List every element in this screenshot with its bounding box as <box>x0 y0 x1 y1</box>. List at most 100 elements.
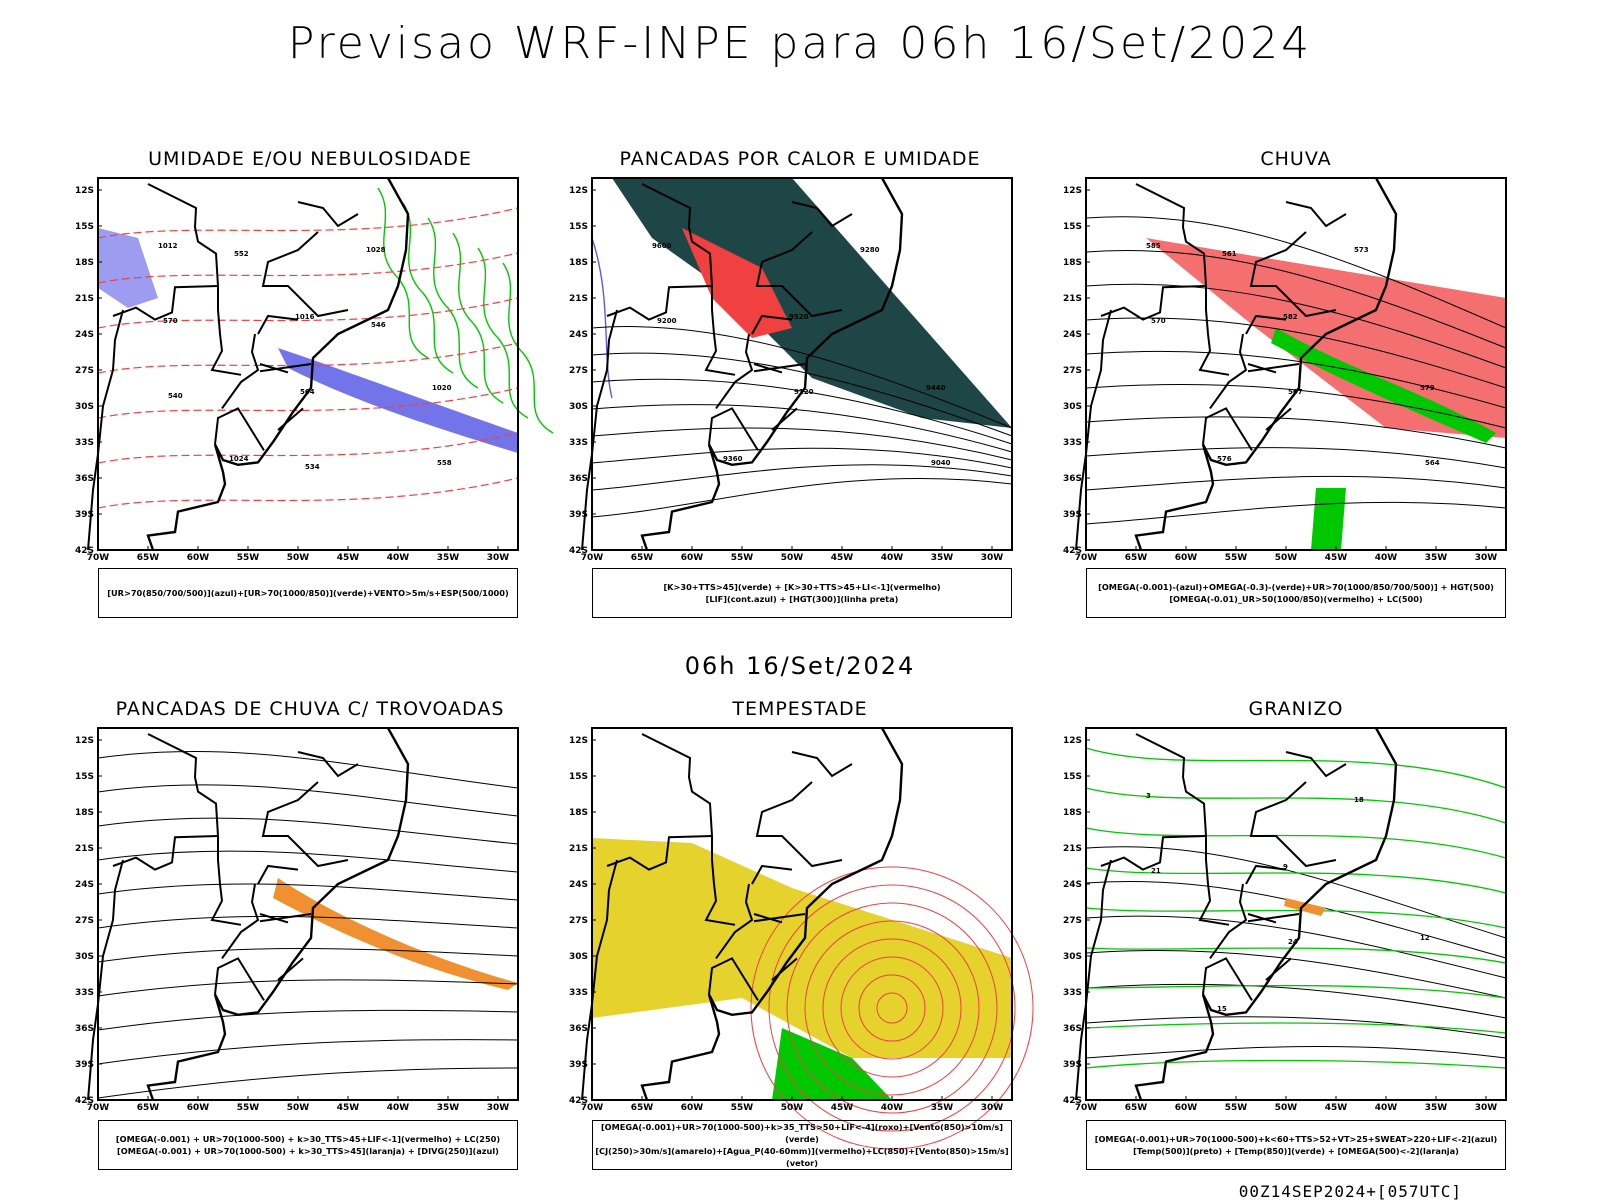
political-border <box>112 285 219 321</box>
lat-label: 27S <box>75 366 94 376</box>
lon-label: 35W <box>437 553 460 563</box>
contour-label: 3 <box>1146 792 1151 800</box>
lon-label: 45W <box>337 553 360 563</box>
contour-label: 24 <box>1288 938 1298 946</box>
streamline-250 <box>97 883 519 901</box>
lat-label: 30S <box>1063 402 1082 412</box>
contour-label: 585 <box>1146 242 1161 250</box>
wind850-area-green <box>772 1028 892 1100</box>
political-border <box>1075 309 1112 551</box>
lat-label: 42S <box>75 1096 94 1106</box>
lat-label: 33S <box>75 438 94 448</box>
legend-line: [CJ(250)>30m/s](amarelo)+[Agua_P(40-60mm… <box>595 1146 1009 1168</box>
humidity-contour-green <box>377 187 429 359</box>
lat-label: 24S <box>75 330 94 340</box>
streamline-250 <box>97 1039 519 1065</box>
lat-label: 36S <box>75 474 94 484</box>
political-border <box>259 913 289 924</box>
lat-label: 39S <box>569 510 588 520</box>
thickness-contour-red <box>97 252 519 284</box>
political-border <box>210 286 242 376</box>
streamline-850 <box>804 920 980 1096</box>
map-pancadas-calor: 12S 15S 18S 21S 24S 27S 30S 33S 36S 39S 42S 70W 65W 6… <box>569 177 1013 563</box>
contour-label: 9360 <box>723 455 743 463</box>
temp850-contour <box>1085 1059 1507 1069</box>
political-border <box>261 231 349 318</box>
hgt500-contour <box>1085 501 1507 525</box>
political-border <box>1285 751 1347 778</box>
lat-label: 18S <box>569 808 588 818</box>
coastline <box>1134 177 1398 551</box>
temp850-contour <box>1085 747 1507 789</box>
lat-label: 33S <box>75 988 94 998</box>
contour-label: 1016 <box>295 313 315 321</box>
lat-label: 12S <box>1063 186 1082 196</box>
streamline-250 <box>97 979 519 997</box>
political-border <box>1265 407 1292 431</box>
contour-label: 546 <box>371 321 386 329</box>
political-border <box>751 314 793 335</box>
political-border <box>708 407 759 451</box>
political-border <box>715 883 754 959</box>
lat-label: 24S <box>569 880 588 890</box>
hgt300-contour <box>591 464 1013 491</box>
streamline-850 <box>786 902 998 1114</box>
lat-label: 30S <box>75 952 94 962</box>
political-border <box>259 363 289 374</box>
lat-label: 21S <box>569 844 588 854</box>
map-frame <box>97 177 519 551</box>
political-border <box>1247 913 1277 924</box>
lon-label: 40W <box>387 1103 410 1113</box>
hgt500-contour <box>1085 216 1507 329</box>
political-border <box>1100 835 1207 871</box>
lat-label: 42S <box>569 1096 588 1106</box>
contour-label: 540 <box>168 392 183 400</box>
political-border <box>753 363 783 374</box>
political-border <box>1209 883 1248 959</box>
contour-label: 579 <box>1420 384 1435 392</box>
political-border <box>753 913 783 924</box>
political-border <box>277 957 304 981</box>
lon-label: 65W <box>631 553 654 563</box>
lat-label: 15S <box>75 222 94 232</box>
political-border <box>1202 407 1253 451</box>
political-border <box>112 835 219 871</box>
lat-label: 27S <box>569 916 588 926</box>
contour-label: 9440 <box>926 384 946 392</box>
lon-label: 60W <box>187 1103 210 1113</box>
lon-label: 60W <box>187 553 210 563</box>
lat-label: 21S <box>75 844 94 854</box>
temp500-contour <box>1085 949 1507 999</box>
political-border <box>1249 231 1337 318</box>
thickness-contour-red <box>97 297 519 329</box>
jet-area-yellow <box>592 838 1012 1058</box>
streamline-850 <box>822 938 962 1078</box>
political-border <box>257 314 299 335</box>
thickness-contour-red <box>97 207 519 239</box>
lat-label: 33S <box>1063 988 1082 998</box>
legend-line: [OMEGA(-0.001)+UR>70(1000-500)+k<60+TTS>… <box>1094 1134 1498 1144</box>
lat-label: 33S <box>569 988 588 998</box>
contour-label: 1020 <box>432 384 452 392</box>
political-border <box>1285 201 1347 228</box>
temp500-contour <box>1085 846 1507 939</box>
thickness-contour-red <box>97 342 519 374</box>
lon-label: 70W <box>87 1103 110 1113</box>
lat-label: 30S <box>569 402 588 412</box>
contour-label: 15 <box>1217 1005 1227 1013</box>
lat-label: 21S <box>75 294 94 304</box>
political-border <box>581 859 618 1101</box>
hgt500-contour <box>1085 350 1507 409</box>
lon-label: 45W <box>1325 553 1348 563</box>
hgt300-contour <box>591 447 1013 469</box>
hgt500-contour <box>1085 416 1507 449</box>
legend-line: [UR>70(850/700/500)](azul)+[UR>70(1000/8… <box>107 588 509 598</box>
humidity-contour-green <box>502 262 554 434</box>
lat-label: 21S <box>1063 294 1082 304</box>
lon-label: 50W <box>287 1103 310 1113</box>
lon-label: 50W <box>1275 1103 1298 1113</box>
lon-label: 65W <box>1125 553 1148 563</box>
